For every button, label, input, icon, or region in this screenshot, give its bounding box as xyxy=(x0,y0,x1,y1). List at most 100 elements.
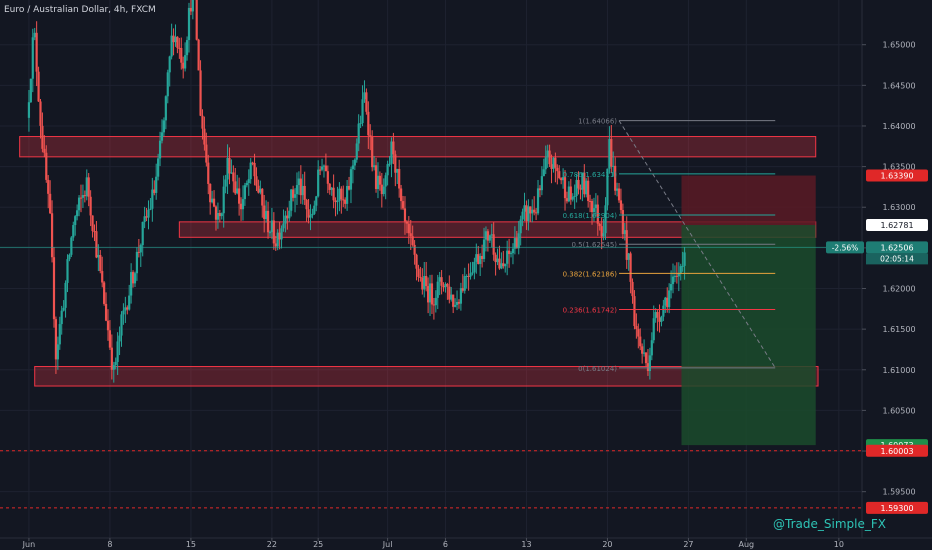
symbol-title: Euro / Australian Dollar, 4h, FXCM xyxy=(4,5,156,15)
candle-body xyxy=(297,178,301,186)
candle-body xyxy=(459,288,462,304)
candle-body xyxy=(490,234,493,236)
candle-body xyxy=(41,125,44,149)
candle-body xyxy=(413,244,416,255)
time-axis[interactable]: Jun 8 15 22 25 Jul 6 13 20 27 Aug 10 xyxy=(22,538,844,549)
candle-body xyxy=(261,188,264,206)
candle-body xyxy=(320,166,324,170)
candle-body xyxy=(282,223,285,229)
candle-body xyxy=(588,201,592,203)
candle-body xyxy=(642,352,646,354)
watermark: @Trade_Simple_FX xyxy=(773,517,886,531)
candle-body xyxy=(56,344,59,360)
short-position-tool[interactable] xyxy=(681,175,816,446)
candle-body xyxy=(405,221,408,224)
candle-body xyxy=(116,341,119,362)
candle-body xyxy=(527,206,530,222)
candle-body xyxy=(243,185,247,200)
candle-body xyxy=(276,232,279,247)
candle-body xyxy=(315,196,318,206)
candle-body xyxy=(151,189,154,209)
candle-body xyxy=(324,165,328,172)
candle-body xyxy=(517,233,520,249)
candle-body xyxy=(336,200,339,203)
candle-body xyxy=(671,276,675,285)
candle-body xyxy=(608,139,611,169)
price-axis-label-text: 1.62781 xyxy=(880,221,913,230)
support-resistance-zones xyxy=(19,136,819,387)
candle-body xyxy=(322,165,326,167)
candle-body xyxy=(371,136,374,168)
candle-body xyxy=(241,199,245,210)
candle-body xyxy=(417,268,420,277)
candle-body xyxy=(579,188,582,190)
price-axis-label-box xyxy=(866,501,928,514)
candle-body xyxy=(187,7,191,41)
candle-body xyxy=(305,199,308,210)
candle-body xyxy=(344,199,347,204)
candle-body xyxy=(455,301,459,305)
time-tick-label: 25 xyxy=(313,540,323,549)
candle-body xyxy=(76,210,79,217)
candle-body xyxy=(114,361,117,366)
candle-body xyxy=(303,185,306,200)
price-change-badge xyxy=(826,241,864,254)
time-tick-label: 22 xyxy=(267,540,277,549)
candle-body xyxy=(342,199,345,201)
price-tick-label: 1.64500 xyxy=(882,81,915,90)
candle-body xyxy=(506,250,509,264)
candle-body xyxy=(39,101,42,126)
fib-level-label: 0.786(1.63411) xyxy=(563,171,618,179)
candle-body xyxy=(531,209,534,214)
candle-body xyxy=(442,285,445,288)
candle-body xyxy=(444,283,447,288)
candle-body xyxy=(669,284,673,291)
candle-body xyxy=(592,208,596,213)
candle-body xyxy=(519,219,522,234)
candle-body xyxy=(81,195,85,198)
fib-level-label: 0(1.61024) xyxy=(578,365,617,373)
candle-body xyxy=(475,254,478,262)
candle-body xyxy=(428,283,432,303)
candle-body xyxy=(220,213,223,217)
candle-body xyxy=(268,232,272,234)
candle-body xyxy=(590,201,594,213)
candle-body xyxy=(448,286,451,300)
candle-body xyxy=(482,239,486,259)
candle-body xyxy=(328,183,331,190)
candle-body xyxy=(637,329,640,337)
candle-body xyxy=(635,325,638,330)
candle-body xyxy=(77,197,81,211)
time-tick-label: Jun xyxy=(22,540,36,549)
candle-body xyxy=(471,272,474,274)
candle-body xyxy=(153,189,156,193)
candle-body xyxy=(587,180,590,202)
candle-body xyxy=(374,165,378,190)
candle-body xyxy=(280,228,283,240)
candle-body xyxy=(326,171,329,184)
candle-body xyxy=(411,236,414,245)
candle-body xyxy=(347,185,351,190)
fib-level-label: 0.618(1.62904) xyxy=(563,212,618,220)
candle-body xyxy=(556,167,559,172)
sr-zone xyxy=(19,136,817,158)
candle-body xyxy=(486,231,489,241)
candle-body xyxy=(104,303,108,321)
price-tick-label: 1.63000 xyxy=(882,203,915,212)
candle-body xyxy=(351,165,354,170)
candle-body xyxy=(120,314,123,336)
candle-body xyxy=(349,169,353,190)
candle-body xyxy=(658,317,661,322)
candle-body xyxy=(311,213,314,216)
candle-body xyxy=(54,319,58,360)
candle-body xyxy=(199,70,202,116)
candle-body xyxy=(191,0,194,12)
price-axis-label-box xyxy=(866,241,928,254)
fibonacci-retracement[interactable]: 1(1.64066) 0.786(1.63411) 0.618(1.62904) 0.… xyxy=(563,118,776,373)
candle-body xyxy=(31,37,34,79)
candle-body xyxy=(652,318,655,341)
candle-body xyxy=(149,208,152,210)
candle-body xyxy=(631,281,634,297)
candle-body xyxy=(43,148,46,153)
